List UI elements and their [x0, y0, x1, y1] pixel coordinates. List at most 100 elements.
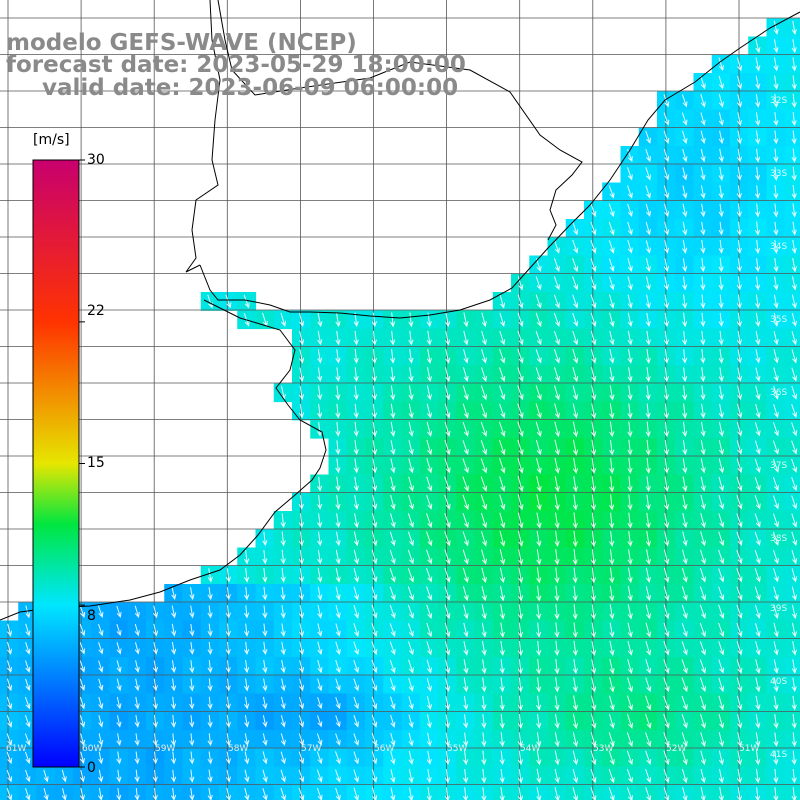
wind-arrow: [700, 750, 706, 766]
wind-arrow: [699, 695, 706, 711]
wind-arrow: [663, 641, 670, 656]
wind-arrow: [663, 349, 669, 364]
wind-arrow: [572, 604, 578, 620]
wind-arrow: [444, 732, 451, 747]
wind-arrow: [590, 294, 597, 309]
lat-label-35s: 35S: [770, 315, 788, 325]
wind-arrow: [682, 258, 688, 273]
wind-arrow: [755, 276, 761, 291]
wind-arrow: [536, 750, 542, 766]
wind-arrow: [116, 751, 122, 765]
colorbar-tick-8: 8: [87, 608, 96, 624]
wind-arrow: [535, 330, 542, 346]
wind-arrow: [553, 294, 560, 309]
wind-arrow: [207, 714, 213, 728]
wind-arrow: [262, 641, 268, 656]
wind-arrow: [317, 403, 323, 419]
wind-arrow: [518, 549, 524, 566]
wind-arrow: [645, 240, 651, 254]
lon-label-58w: 58W: [228, 744, 249, 754]
wind-arrow: [171, 587, 177, 601]
wind-arrow: [280, 751, 286, 765]
wind-arrow: [645, 494, 651, 511]
wind-arrow: [6, 696, 13, 710]
wind-arrow: [371, 696, 378, 710]
wind-arrow: [536, 622, 542, 638]
wind-arrow: [736, 294, 742, 309]
wind-arrow: [98, 751, 104, 765]
wind-arrow: [426, 586, 433, 601]
wind-arrow: [408, 659, 414, 674]
wind-cell: [346, 784, 366, 800]
wind-arrow: [79, 660, 86, 673]
wind-arrow: [681, 659, 688, 674]
wind-arrow: [517, 768, 524, 784]
wind-arrow: [244, 769, 250, 783]
wind-arrow: [700, 221, 706, 236]
wind-arrow: [389, 641, 396, 656]
wind-arrow: [773, 641, 779, 656]
wind-arrow: [755, 750, 761, 766]
wind-arrow: [609, 695, 615, 711]
wind-arrow: [280, 678, 286, 692]
wind-arrow: [444, 494, 451, 510]
wind-arrow: [681, 641, 688, 656]
wind-arrow: [353, 349, 359, 364]
wind-arrow: [189, 715, 195, 728]
wind-arrow: [480, 403, 488, 419]
wind-arrow: [499, 659, 505, 675]
wind-arrow: [645, 167, 651, 181]
lon-label-52w: 52W: [666, 744, 687, 754]
wind-arrow: [682, 240, 688, 254]
wind-arrow: [791, 75, 797, 90]
wind-arrow: [481, 787, 487, 800]
wind-arrow: [772, 477, 779, 492]
wind-arrow: [590, 494, 597, 511]
wind-arrow: [79, 696, 86, 710]
wind-cell: [784, 237, 800, 257]
wind-arrow: [499, 622, 505, 638]
wind-arrow: [499, 604, 505, 620]
wind-arrow: [590, 750, 597, 766]
wind-arrow: [645, 367, 651, 383]
wind-cell: [91, 784, 111, 800]
wind-arrow: [791, 57, 797, 72]
wind-arrow: [664, 239, 670, 254]
wind-arrow: [626, 768, 633, 784]
wind-arrow: [445, 367, 451, 383]
wind-arrow: [298, 751, 305, 765]
wind-arrow: [517, 421, 524, 437]
wind-arrow: [627, 349, 633, 364]
wind-arrow: [699, 641, 706, 656]
lat-label-40s: 40S: [770, 677, 788, 687]
wind-arrow: [608, 258, 615, 272]
wind-arrow: [536, 640, 542, 657]
wind-arrow: [755, 768, 761, 784]
wind-arrow: [627, 221, 633, 236]
wind-arrow: [554, 530, 560, 548]
wind-arrow: [371, 421, 378, 437]
wind-arrow: [207, 641, 213, 655]
wind-arrow: [134, 642, 140, 655]
wind-arrow: [426, 348, 432, 364]
wind-arrow: [317, 641, 323, 656]
coastline: [0, 0, 800, 621]
wind-arrow: [43, 769, 49, 783]
wind-cell: [492, 784, 512, 800]
wind-arrow: [700, 258, 706, 273]
wind-arrow: [335, 330, 341, 346]
wind-arrow: [536, 585, 542, 602]
wind-arrow: [754, 604, 761, 620]
wind-arrow: [791, 458, 798, 473]
wind-arrow: [572, 530, 578, 548]
wind-arrow: [663, 787, 670, 800]
wind-arrow: [572, 677, 578, 693]
wind-arrow: [243, 586, 250, 601]
wind-arrow: [663, 421, 670, 438]
wind-arrow: [699, 677, 706, 693]
wind-arrow: [700, 330, 706, 346]
wind-arrow: [572, 659, 578, 675]
wind-arrow: [463, 695, 469, 711]
wind-arrow: [499, 695, 505, 711]
wind-arrow: [426, 494, 433, 510]
